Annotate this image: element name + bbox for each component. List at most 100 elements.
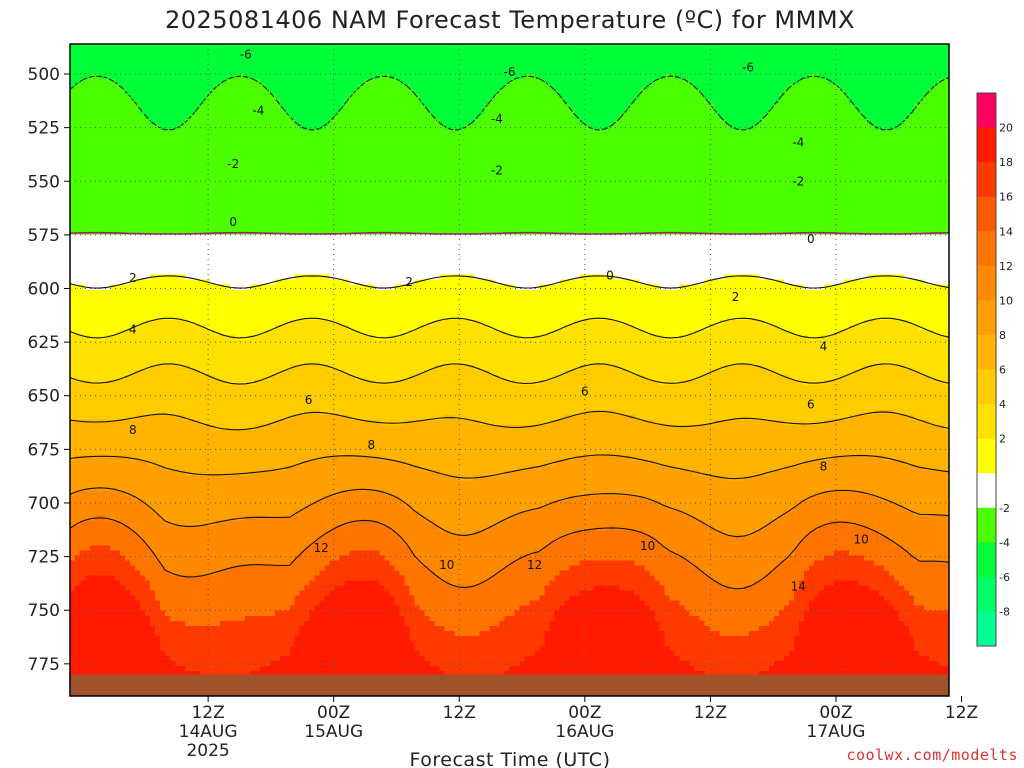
temperature-cell <box>109 415 116 421</box>
temperature-cell <box>79 164 86 170</box>
temperature-cell <box>104 525 111 532</box>
temperature-cell <box>184 89 191 95</box>
temperature-cell <box>184 74 191 80</box>
temperature-cell <box>84 79 91 85</box>
temperature-cell <box>84 244 91 251</box>
temperature-cell <box>254 339 261 346</box>
temperature-cell <box>204 480 211 486</box>
temperature-cell <box>94 590 101 597</box>
temperature-cell <box>229 149 236 155</box>
temperature-cell <box>239 595 246 602</box>
temperature-cell <box>219 620 226 627</box>
temperature-cell <box>139 149 146 155</box>
temperature-cell <box>79 640 86 647</box>
temperature-cell <box>129 294 136 301</box>
temperature-cell <box>179 259 186 266</box>
temperature-cell <box>154 324 161 331</box>
temperature-cell <box>134 445 141 451</box>
temperature-cell <box>209 69 216 75</box>
temperature-cell <box>179 590 186 597</box>
temperature-cell <box>79 400 86 406</box>
temperature-cell <box>254 530 261 537</box>
temperature-cell <box>259 219 266 226</box>
temperature-cell <box>79 500 86 507</box>
temperature-cell <box>204 134 211 140</box>
temperature-cell <box>89 575 96 582</box>
temperature-cell <box>189 164 196 170</box>
temperature-cell <box>169 69 176 75</box>
temperature-cell <box>149 184 156 191</box>
temperature-cell <box>84 174 91 181</box>
temperature-cell <box>104 590 111 597</box>
temperature-cell <box>224 259 231 266</box>
temperature-cell <box>229 635 236 642</box>
temperature-cell <box>179 69 186 75</box>
temperature-cell <box>134 670 141 677</box>
temperature-cell <box>224 580 231 587</box>
temperature-cell <box>254 500 261 507</box>
temperature-cell <box>99 89 106 95</box>
temperature-cell <box>239 49 246 55</box>
temperature-cell <box>194 380 201 386</box>
temperature-cell <box>124 560 131 567</box>
temperature-cell <box>74 560 81 567</box>
temperature-cell <box>169 244 176 251</box>
temperature-cell <box>224 189 231 196</box>
temperature-cell <box>164 319 171 326</box>
temperature-cell <box>149 89 156 95</box>
temperature-cell <box>154 590 161 597</box>
temperature-cell <box>70 630 76 637</box>
temperature-cell <box>109 550 116 557</box>
temperature-cell <box>79 299 86 306</box>
temperature-cell <box>174 154 181 160</box>
temperature-cell <box>134 319 141 326</box>
temperature-cell <box>70 54 76 60</box>
temperature-cell <box>94 665 101 672</box>
temperature-cell <box>199 605 206 612</box>
temperature-cell <box>74 650 81 657</box>
temperature-cell <box>134 209 141 216</box>
temperature-cell <box>124 465 131 471</box>
temperature-cell <box>124 284 131 291</box>
temperature-cell <box>144 54 151 60</box>
temperature-cell <box>164 229 171 236</box>
temperature-cell <box>209 420 216 426</box>
temperature-cell <box>119 164 126 170</box>
temperature-cell <box>259 44 266 50</box>
temperature-cell <box>249 430 256 436</box>
temperature-cell <box>169 660 176 667</box>
temperature-cell <box>94 510 101 517</box>
temperature-cell <box>164 420 171 426</box>
temperature-cell <box>204 670 211 677</box>
temperature-cell <box>84 254 91 261</box>
temperature-cell <box>159 425 166 431</box>
temperature-cell <box>189 239 196 246</box>
temperature-cell <box>254 670 261 677</box>
temperature-cell <box>239 224 246 231</box>
temperature-cell <box>104 179 111 186</box>
temperature-cell <box>114 665 121 672</box>
temperature-cell <box>124 309 131 316</box>
temperature-cell <box>124 189 131 196</box>
temperature-cell <box>194 279 201 286</box>
temperature-cell <box>179 49 186 55</box>
temperature-cell <box>79 359 86 366</box>
temperature-cell <box>209 430 216 436</box>
temperature-cell <box>129 194 136 201</box>
temperature-cell <box>249 395 256 401</box>
temperature-cell <box>129 570 136 577</box>
temperature-cell <box>229 274 236 281</box>
temperature-cell <box>194 319 201 326</box>
temperature-cell <box>144 615 151 622</box>
temperature-cell <box>204 194 211 201</box>
temperature-cell <box>104 264 111 271</box>
temperature-cell <box>149 575 156 582</box>
temperature-cell <box>144 139 151 145</box>
temperature-cell <box>114 164 121 170</box>
temperature-cell <box>154 630 161 637</box>
temperature-cell <box>84 620 91 627</box>
temperature-cell <box>109 380 116 386</box>
temperature-cell <box>194 189 201 196</box>
temperature-cell <box>124 370 131 376</box>
temperature-cell <box>89 550 96 557</box>
